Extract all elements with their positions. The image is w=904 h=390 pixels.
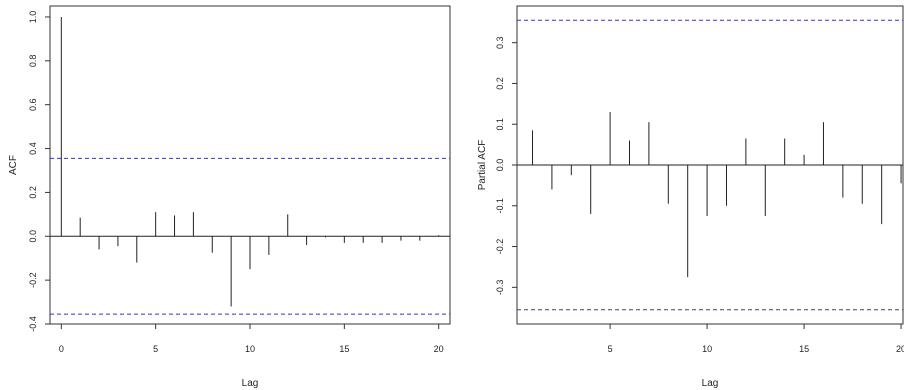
x-tick-label: 20 — [896, 344, 904, 354]
x-tick-label: 0 — [59, 344, 64, 354]
plot-frame — [49, 5, 451, 325]
y-axis-label: Partial ACF — [477, 140, 488, 191]
y-tick-label: 0.8 — [28, 55, 38, 68]
y-tick-label: -0.4 — [28, 316, 38, 332]
y-tick-label: 0.2 — [495, 77, 505, 90]
y-tick-label: 1.0 — [28, 11, 38, 24]
x-tick-label: 5 — [153, 344, 158, 354]
y-tick-label: -0.3 — [495, 280, 505, 296]
y-tick-label: 0.3 — [495, 36, 505, 49]
x-axis-label: Lag — [242, 378, 259, 389]
x-tick-label: 15 — [799, 344, 809, 354]
x-tick-label: 10 — [245, 344, 255, 354]
y-tick-label: 0.4 — [28, 142, 38, 155]
y-axis-label: ACF — [8, 155, 19, 175]
acf-panel: 0 5 10 15 20 -0.4 -0.2 0.0 0.2 0.4 0.6 0.8 1.0 Lag ACF — [8, 5, 451, 389]
x-tick-label: 10 — [702, 344, 712, 354]
y-tick-label: -0.2 — [495, 239, 505, 255]
y-tick-label: 0.0 — [495, 159, 505, 172]
x-tick-label: 20 — [434, 344, 444, 354]
y-tick-label: 0.0 — [28, 230, 38, 243]
y-tick-label: -0.1 — [495, 198, 505, 214]
y-tick-label: -0.2 — [28, 272, 38, 288]
x-axis-label: Lag — [702, 378, 719, 389]
x-tick-label: 5 — [608, 344, 613, 354]
y-tick-label: 0.6 — [28, 98, 38, 111]
y-tick-label: 0.1 — [495, 118, 505, 131]
y-tick-label: 0.2 — [28, 186, 38, 199]
pacf-panel: 5 10 15 20 -0.3 -0.2 -0.1 0.0 0.1 0.2 0.3 Lag Partia… — [477, 5, 904, 389]
x-tick-label: 15 — [339, 344, 349, 354]
